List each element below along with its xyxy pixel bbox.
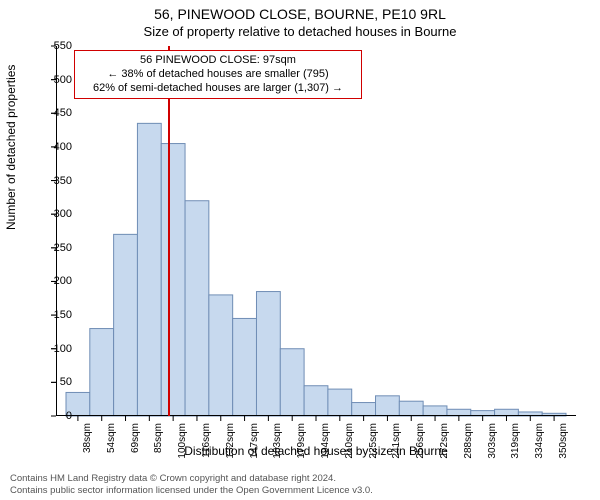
y-tick-label: 350 xyxy=(28,175,72,187)
attribution-footer: Contains HM Land Registry data © Crown c… xyxy=(10,473,373,496)
y-tick-label: 400 xyxy=(28,141,72,153)
info-line-1: 56 PINEWOOD CLOSE: 97sqm xyxy=(81,54,355,68)
y-axis-label: Number of detached properties xyxy=(4,65,18,230)
chart-plot-area: 56 PINEWOOD CLOSE: 97sqm ← 38% of detach… xyxy=(56,46,576,416)
y-tick-label: 250 xyxy=(28,242,72,254)
y-tick-label: 200 xyxy=(28,275,72,287)
property-marker-line xyxy=(168,46,170,416)
footer-line-2: Contains public sector information licen… xyxy=(10,485,373,496)
y-tick-label: 500 xyxy=(28,74,72,86)
info-line-3: 62% of semi-detached houses are larger (… xyxy=(81,82,355,96)
page-title: 56, PINEWOOD CLOSE, BOURNE, PE10 9RL xyxy=(0,0,600,22)
y-tick-label: 50 xyxy=(28,376,72,388)
chart-subtitle: Size of property relative to detached ho… xyxy=(0,22,600,39)
y-tick-label: 300 xyxy=(28,208,72,220)
x-axis-label: Distribution of detached houses by size … xyxy=(56,444,576,458)
y-tick-label: 100 xyxy=(28,343,72,355)
y-tick-label: 550 xyxy=(28,40,72,52)
y-tick-label: 0 xyxy=(28,410,72,422)
y-tick-label: 150 xyxy=(28,309,72,321)
histogram-svg xyxy=(56,46,576,416)
footer-line-1: Contains HM Land Registry data © Crown c… xyxy=(10,473,373,484)
info-line-2: ← 38% of detached houses are smaller (79… xyxy=(81,68,355,82)
y-tick-label: 450 xyxy=(28,107,72,119)
info-callout-box: 56 PINEWOOD CLOSE: 97sqm ← 38% of detach… xyxy=(74,50,362,99)
